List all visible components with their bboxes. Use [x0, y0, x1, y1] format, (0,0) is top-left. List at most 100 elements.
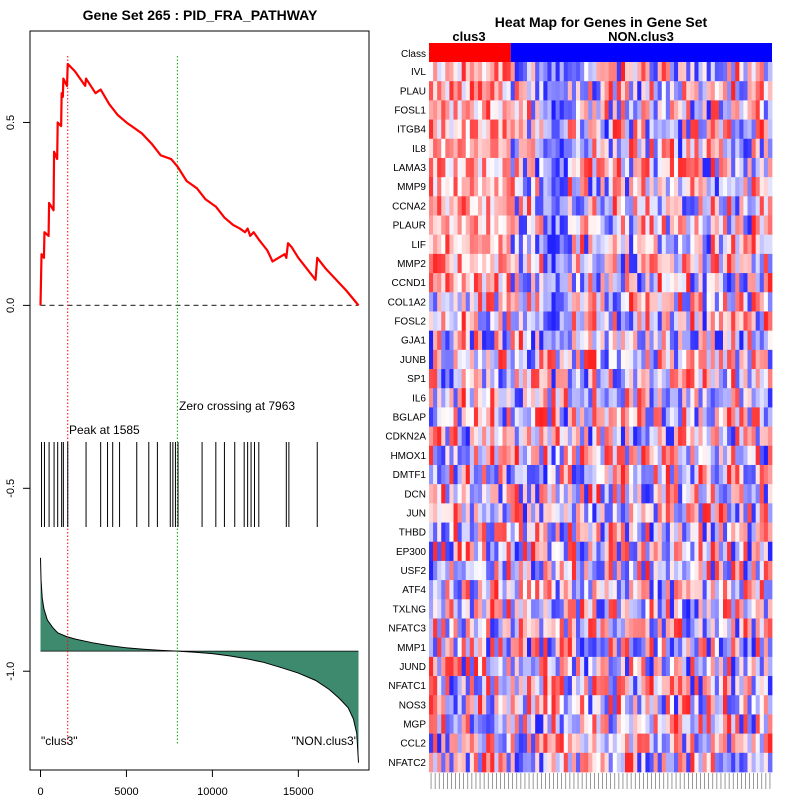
- heatmap-cell: [453, 407, 458, 427]
- heatmap-cell: [702, 81, 708, 101]
- heatmap-cell: [531, 388, 536, 408]
- heatmap-cell: [502, 196, 507, 216]
- heatmap-cell: [584, 253, 589, 274]
- heatmap-cell: [486, 637, 491, 658]
- heatmap-cell: [588, 369, 593, 389]
- heatmap-cell: [576, 119, 581, 140]
- heatmap-cell: [698, 196, 703, 216]
- heatmap-cell: [718, 733, 724, 754]
- heatmap-cell: [657, 100, 663, 120]
- heatmap-cell: [596, 599, 601, 619]
- heatmap-cell: [567, 119, 573, 140]
- heatmap-cell: [739, 157, 744, 178]
- heatmap-cell: [714, 656, 720, 677]
- heatmap-cell: [641, 388, 646, 408]
- heatmap-cell: [478, 349, 483, 370]
- heatmap-cell: [743, 599, 748, 619]
- heatmap-cell: [727, 273, 732, 293]
- heatmap-cell: [694, 81, 699, 101]
- heatmap-cell: [694, 138, 699, 159]
- heatmap-cell: [429, 522, 434, 543]
- heatmap-cell: [465, 138, 471, 159]
- heatmap-cell: [759, 541, 765, 562]
- heatmap-cell: [465, 119, 471, 140]
- heatmap-cell: [694, 464, 699, 485]
- heatmap-cell: [482, 733, 487, 754]
- heatmap-cell: [608, 330, 614, 351]
- gene-label: EP300: [396, 547, 426, 558]
- heatmap-cell: [653, 752, 659, 773]
- heatmap-cell: [674, 157, 679, 178]
- heatmap-cell: [690, 426, 695, 447]
- heatmap-cell: [710, 273, 716, 293]
- heatmap-cell: [698, 81, 703, 101]
- heatmap-cell: [571, 445, 577, 466]
- heatmap-cell: [482, 273, 487, 293]
- heatmap-cell: [527, 349, 532, 370]
- heatmap-cell: [694, 330, 699, 351]
- heatmap-cell: [767, 445, 773, 466]
- heatmap-cell: [710, 253, 716, 274]
- peak-label: Peak at 1585: [69, 423, 140, 437]
- heatmap-cell: [453, 618, 458, 639]
- heatmap-cell: [743, 273, 748, 293]
- heatmap-cell: [514, 484, 520, 504]
- heatmap-cell: [633, 388, 638, 408]
- heatmap-cell: [620, 388, 626, 408]
- heatmap-cell: [767, 656, 773, 677]
- heatmap-cell: [669, 599, 675, 619]
- heatmap-cell: [576, 330, 581, 351]
- heatmap-cell: [665, 503, 671, 523]
- heatmap-cell: [735, 196, 740, 216]
- heatmap-cell: [767, 330, 773, 351]
- heatmap-cell: [612, 560, 618, 581]
- heatmap-cell: [669, 292, 675, 312]
- heatmap-cell: [743, 119, 748, 140]
- heatmap-cell: [690, 369, 695, 389]
- heatmap-cell: [527, 330, 532, 351]
- heatmap-cell: [702, 215, 708, 236]
- heatmap-cell: [739, 733, 744, 754]
- heatmap-cell: [698, 388, 703, 408]
- heatmap-cell: [567, 234, 573, 255]
- heatmap-cell: [633, 484, 638, 504]
- heatmap-cell: [522, 62, 528, 82]
- heatmap-cell: [445, 292, 450, 312]
- heatmap-cell: [498, 676, 503, 696]
- heatmap-cell: [555, 503, 561, 523]
- heatmap-cell: [596, 656, 601, 677]
- heatmap-cell: [486, 253, 491, 274]
- heatmap-cell: [559, 656, 565, 677]
- heatmap-cell: [580, 388, 585, 408]
- heatmap-cell: [433, 100, 438, 120]
- heatmap-cell: [723, 752, 728, 773]
- heatmap-cell: [665, 599, 671, 619]
- heatmap-cell: [429, 445, 434, 466]
- heatmap-cell: [437, 560, 442, 581]
- heatmap-cell: [604, 62, 610, 82]
- gene-label: NFATC1: [388, 681, 426, 692]
- heatmap-cell: [723, 522, 728, 543]
- heatmap-cell: [588, 62, 593, 82]
- heatmap-cell: [490, 62, 495, 82]
- heatmap-cell: [706, 62, 712, 82]
- heatmap-cell: [539, 464, 544, 485]
- heatmap-cell: [584, 349, 589, 370]
- heatmap-cell: [482, 157, 487, 178]
- heatmap-cell: [743, 311, 748, 332]
- heatmap-cell: [759, 503, 765, 523]
- heatmap-cell: [527, 676, 532, 696]
- heatmap-cell: [620, 714, 626, 735]
- heatmap-cell: [759, 560, 765, 581]
- heatmap-cell: [457, 349, 463, 370]
- heatmap-cell: [449, 580, 454, 600]
- heatmap-cell: [592, 618, 597, 639]
- heatmap-cell: [478, 273, 483, 293]
- heatmap-cell: [522, 215, 528, 236]
- heatmap-cell: [502, 100, 507, 120]
- heatmap-cell: [559, 407, 565, 427]
- heatmap-cell: [510, 177, 516, 197]
- heatmap-cell: [502, 484, 507, 504]
- heatmap-cell: [588, 196, 593, 216]
- heatmap-cell: [531, 81, 536, 101]
